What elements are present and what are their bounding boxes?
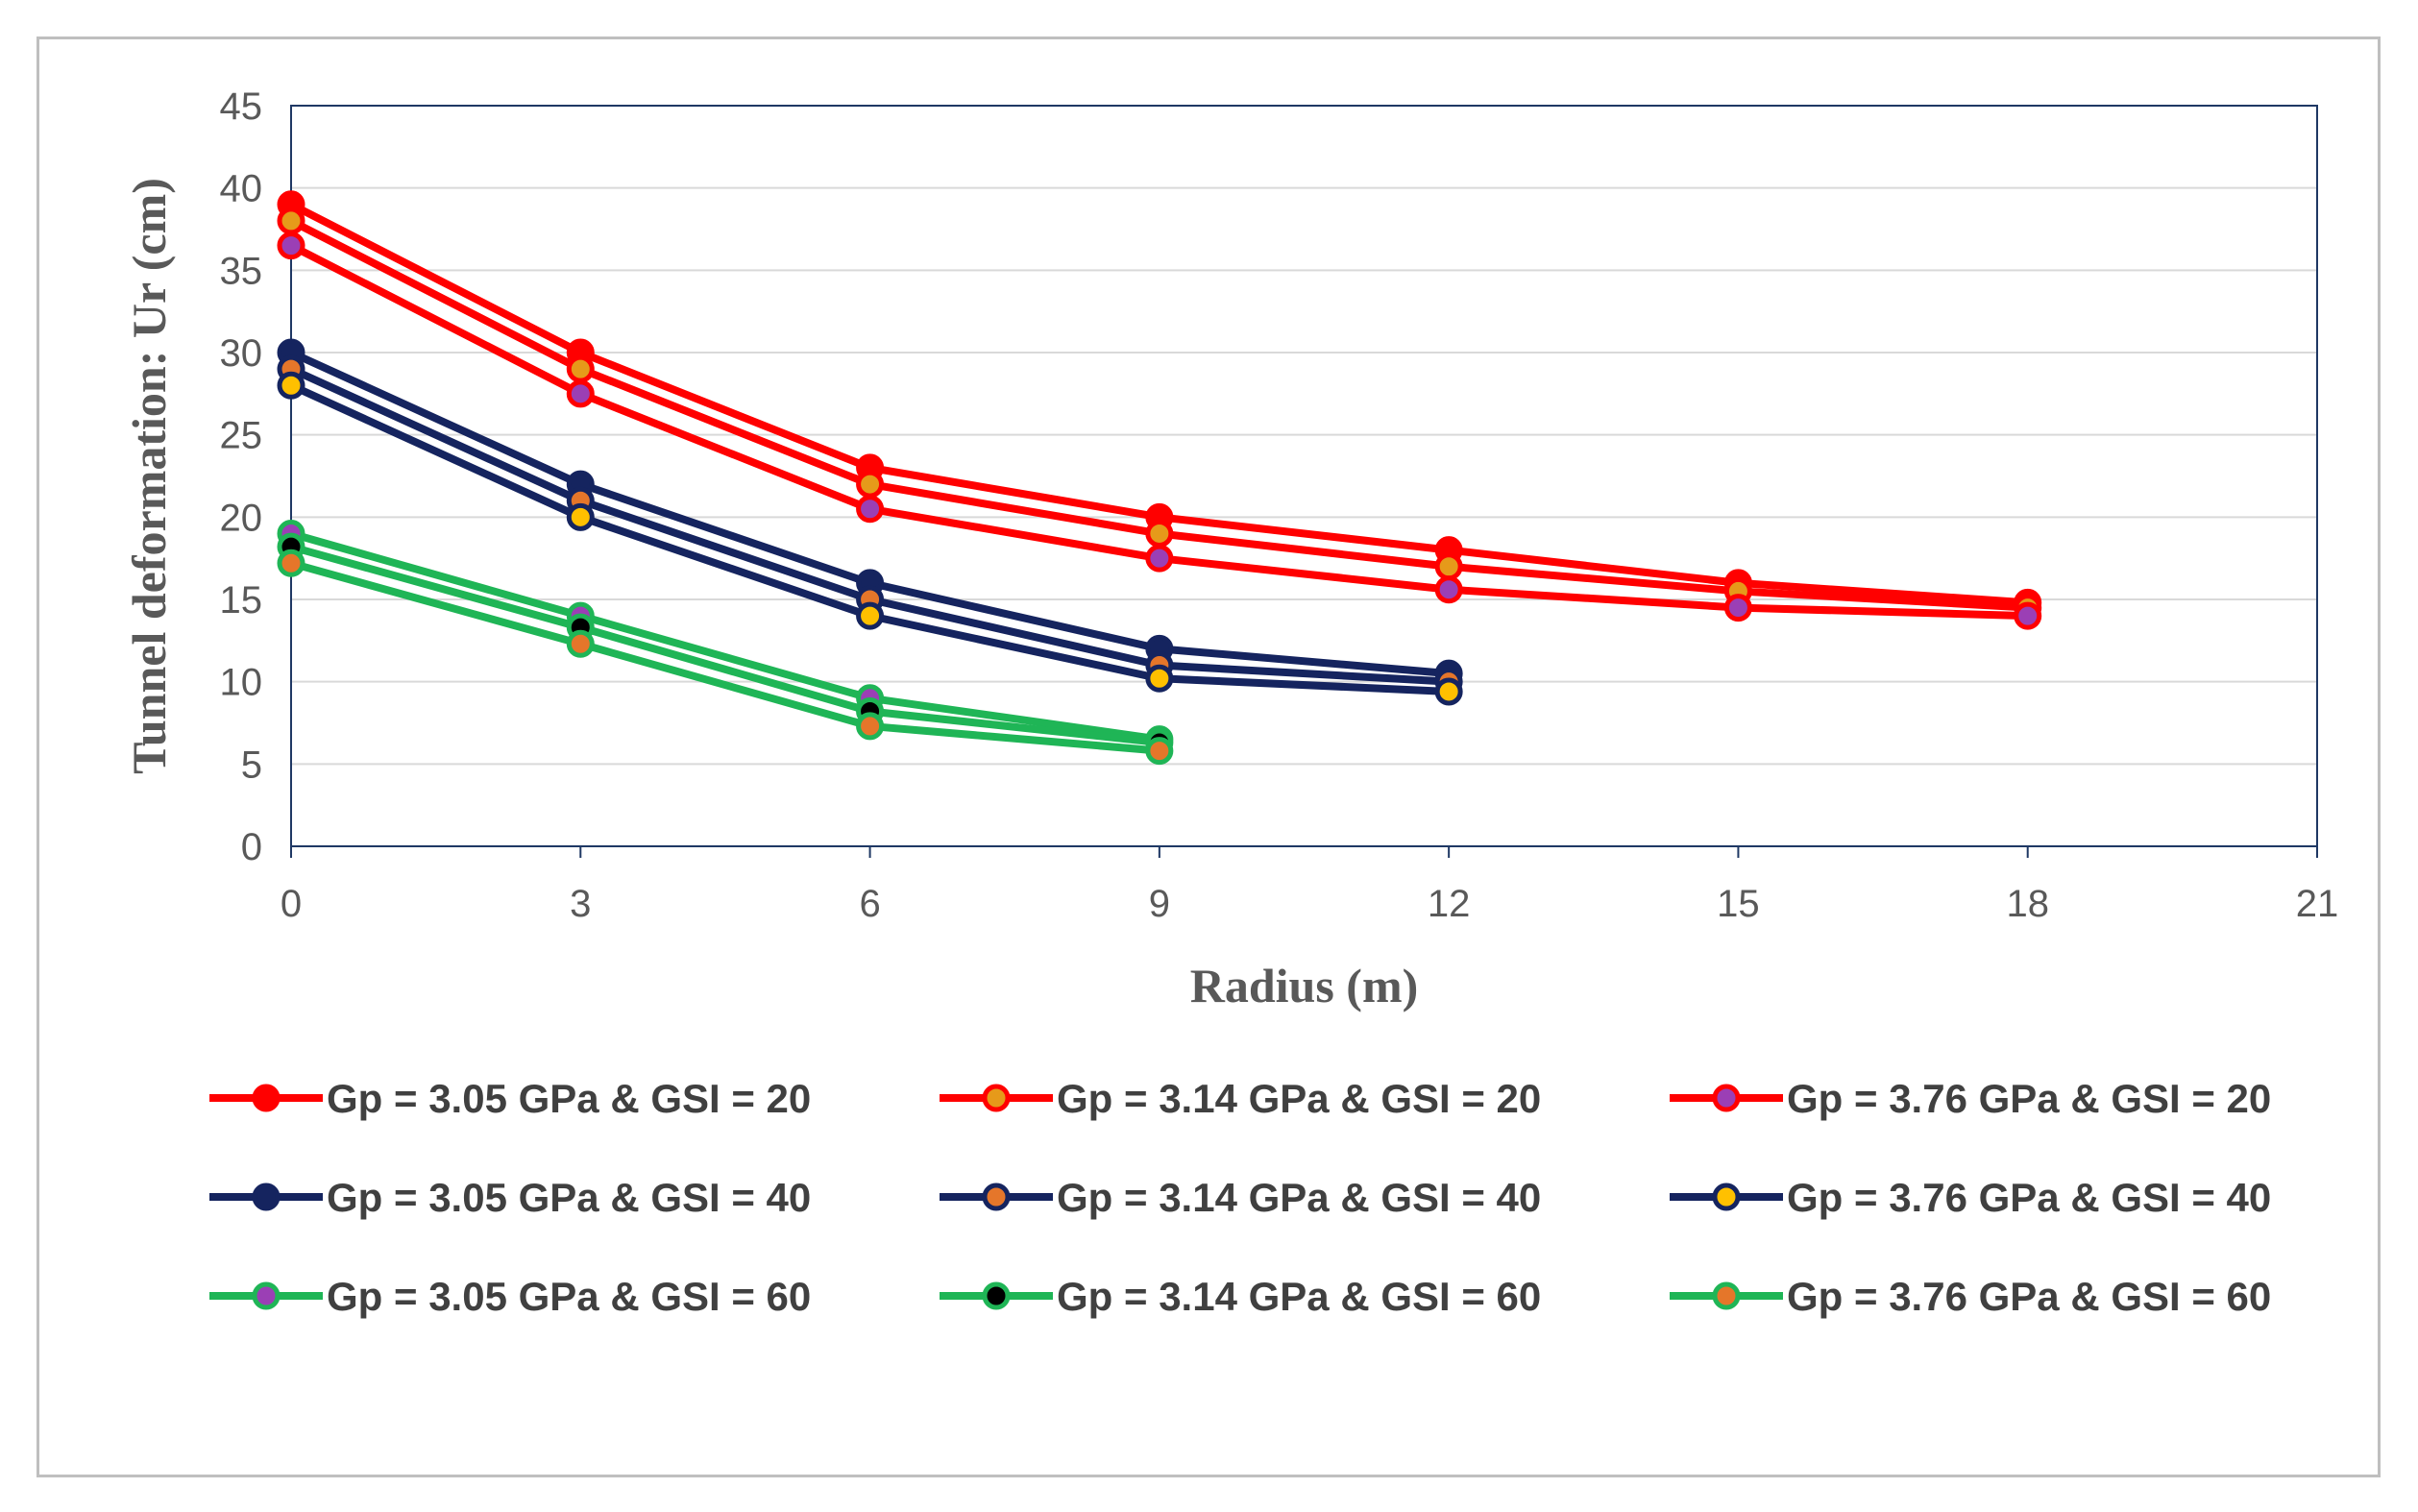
y-tick-label: 35 <box>220 250 263 292</box>
x-tick-label: 15 <box>1717 883 1760 925</box>
data-point <box>856 495 885 524</box>
series-line <box>289 365 1450 686</box>
legend-entry: Gp = 3.14 GPa & GSI = 60 <box>940 1274 1541 1319</box>
legend-entry: Gp = 3.76 GPa & GSI = 60 <box>1670 1274 2271 1319</box>
data-point <box>566 379 595 408</box>
legend-entry: Gp = 3.14 GPa & GSI = 40 <box>940 1175 1541 1220</box>
data-point <box>277 549 305 577</box>
x-tick-label: 3 <box>570 883 591 925</box>
data-point <box>1434 575 1463 604</box>
data-point <box>2014 601 2042 630</box>
series-line <box>289 529 1160 744</box>
data-point <box>1145 519 1174 548</box>
legend-marker <box>252 1183 281 1211</box>
y-tick-label: 0 <box>241 826 262 868</box>
legend-label: Gp = 3.14 GPa & GSI = 60 <box>1057 1274 1541 1319</box>
x-axis-ticks: 0 3 6 9 12 15 18 21 <box>281 846 2338 925</box>
y-tick-label: 25 <box>220 415 263 457</box>
y-tick-label: 30 <box>220 332 263 375</box>
legend-marker <box>252 1281 281 1310</box>
legend-entry: Gp = 3.14 GPa & GSI = 20 <box>940 1076 1541 1121</box>
legend-entry: Gp = 3.05 GPa & GSI = 40 <box>209 1175 811 1220</box>
legend-label: Gp = 3.14 GPa & GSI = 20 <box>1057 1076 1541 1121</box>
data-point <box>1145 664 1174 693</box>
data-point <box>1723 594 1752 622</box>
legend-marker <box>982 1084 1011 1112</box>
x-axis-title: Radius (m) <box>1190 959 1419 1012</box>
data-point <box>856 601 885 630</box>
series-2 <box>277 207 2042 622</box>
series-9 <box>277 549 1174 766</box>
legend-label: Gp = 3.76 GPa & GSI = 60 <box>1787 1274 2271 1319</box>
legend-label: Gp = 3.76 GPa & GSI = 40 <box>1787 1175 2271 1220</box>
x-tick-label: 9 <box>1149 883 1170 925</box>
data-point <box>1434 552 1463 581</box>
legend-marker <box>1712 1281 1741 1310</box>
x-tick-label: 6 <box>859 883 880 925</box>
legend-label: Gp = 3.05 GPa & GSI = 40 <box>327 1175 811 1220</box>
legend-label: Gp = 3.05 GPa & GSI = 60 <box>327 1274 811 1319</box>
legend-marker <box>982 1281 1011 1310</box>
y-tick-label: 45 <box>220 85 263 128</box>
gridlines <box>291 186 2317 766</box>
data-point <box>566 502 595 531</box>
y-tick-label: 40 <box>220 168 263 210</box>
legend-marker <box>982 1183 1011 1211</box>
data-point <box>1145 737 1174 766</box>
data-point <box>1145 544 1174 573</box>
legend-label: Gp = 3.05 GPa & GSI = 20 <box>327 1076 811 1121</box>
series-5 <box>277 354 1463 696</box>
y-tick-label: 5 <box>241 744 262 786</box>
series-line <box>289 559 1160 755</box>
series-line <box>289 543 1160 747</box>
data-point <box>1434 677 1463 706</box>
data-point <box>566 354 595 383</box>
plot-area-border <box>290 105 2318 847</box>
legend-marker <box>252 1084 281 1112</box>
series-6 <box>277 371 1463 706</box>
legend-marker <box>1712 1084 1741 1112</box>
legend: Gp = 3.05 GPa & GSI = 20 Gp = 3.14 GPa & … <box>209 1076 2271 1319</box>
x-tick-label: 0 <box>281 883 302 925</box>
y-axis-title: Tunnel deformation: Ur (cm) <box>122 178 176 774</box>
legend-entry: Gp = 3.76 GPa & GSI = 40 <box>1670 1175 2271 1220</box>
y-tick-label: 10 <box>220 662 263 704</box>
y-tick-label: 15 <box>220 579 263 622</box>
data-point <box>277 371 305 400</box>
y-axis-ticks: 0 5 10 15 20 25 30 35 40 45 <box>220 85 263 868</box>
x-tick-label: 21 <box>2296 883 2339 925</box>
data-point <box>566 629 595 658</box>
legend-entry: Gp = 3.05 GPa & GSI = 20 <box>209 1076 811 1121</box>
y-tick-label: 20 <box>220 497 263 539</box>
series-group <box>277 190 2042 766</box>
data-point <box>856 712 885 741</box>
legend-label: Gp = 3.14 GPa & GSI = 40 <box>1057 1175 1541 1220</box>
x-tick-label: 18 <box>2006 883 2049 925</box>
legend-label: Gp = 3.76 GPa & GSI = 20 <box>1787 1076 2271 1121</box>
data-point <box>856 470 885 499</box>
x-tick-label: 12 <box>1428 883 1471 925</box>
legend-marker <box>1712 1183 1741 1211</box>
series-3 <box>277 232 2042 630</box>
data-point <box>277 232 305 260</box>
legend-entry: Gp = 3.05 GPa & GSI = 60 <box>209 1274 811 1319</box>
data-point <box>277 207 305 235</box>
legend-entry: Gp = 3.76 GPa & GSI = 20 <box>1670 1076 2271 1121</box>
